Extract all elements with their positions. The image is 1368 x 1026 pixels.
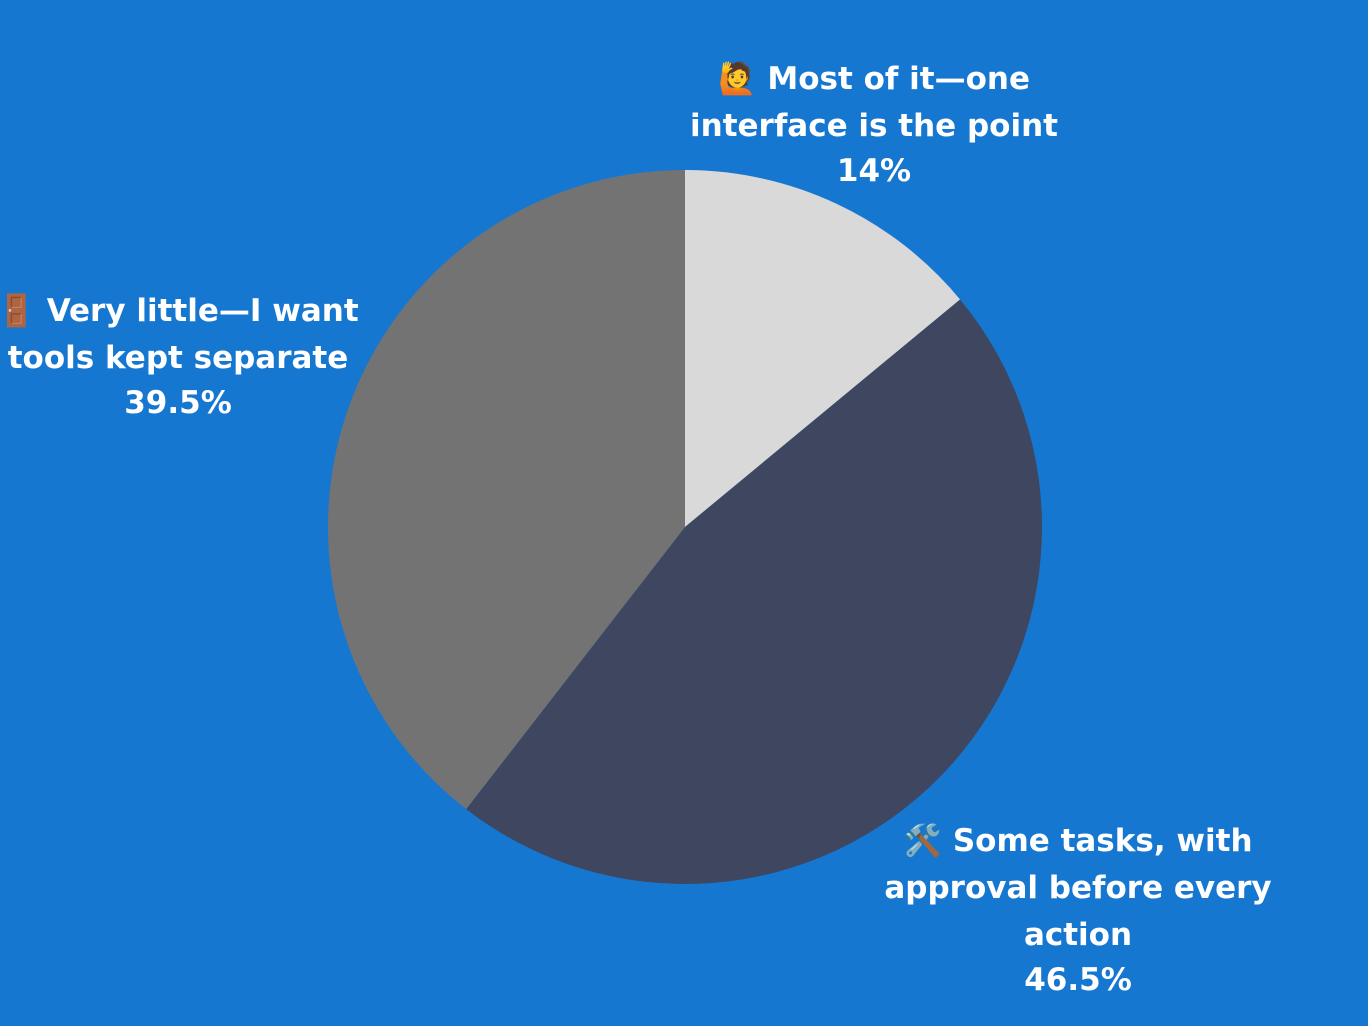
slice-percent-label: 14% — [836, 153, 912, 189]
slice-label-line: interface is the point — [689, 108, 1059, 144]
slice-label-line: 🚪 Very little—I want — [0, 293, 359, 329]
slice-label-line: tools kept separate — [7, 340, 349, 376]
slice-label-line: action — [1023, 917, 1133, 953]
slice-label-very-little: 🚪 Very little—I want tools kept separate… — [0, 288, 359, 424]
pie-slice-some-tasks — [466, 299, 1043, 885]
slice-label-line: approval before every — [884, 870, 1272, 906]
pie-slice-most-of-it — [685, 170, 961, 527]
slice-percent-label: 46.5% — [1024, 962, 1132, 998]
slice-label-some-tasks: 🛠️ Some tasks, with approval before ever… — [884, 818, 1271, 1001]
slice-label-most-of-it: 🙋 Most of it—one interface is the point … — [690, 56, 1058, 192]
pie-slice-very-little — [327, 169, 685, 810]
slice-label-line: 🛠️ Some tasks, with — [903, 823, 1253, 859]
slice-percent-label: 39.5% — [124, 385, 232, 421]
slice-label-line: 🙋 Most of it—one — [717, 61, 1031, 97]
